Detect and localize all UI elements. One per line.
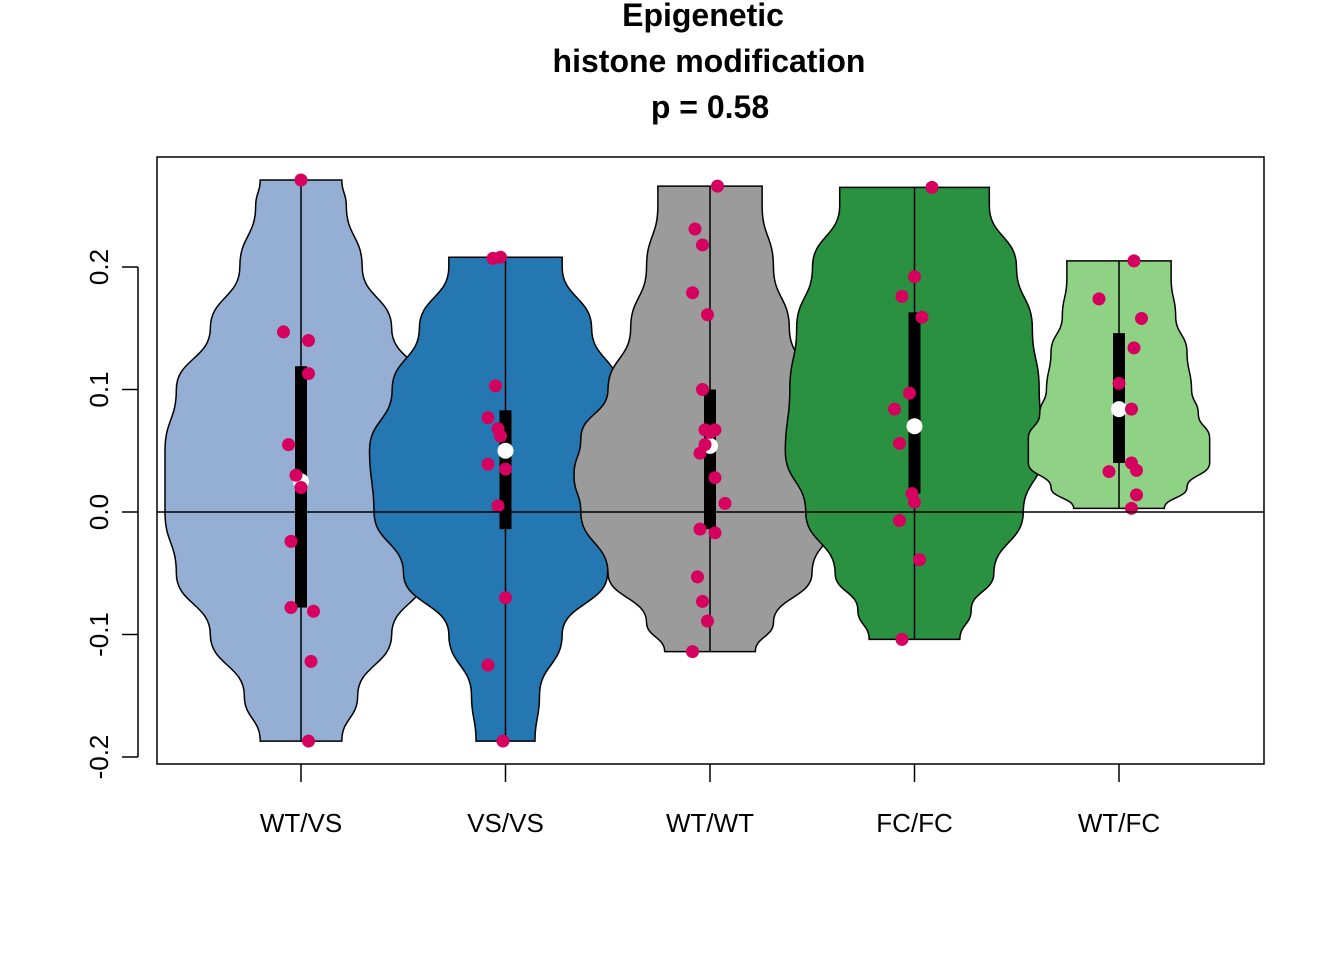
violin-group-vs-vs <box>368 250 643 748</box>
data-point <box>1092 292 1106 306</box>
violin-group-fc-fc <box>784 180 1045 646</box>
data-point <box>499 591 512 605</box>
violin-median <box>497 442 514 459</box>
data-point <box>302 734 315 748</box>
data-point <box>691 570 704 584</box>
data-point <box>289 468 303 482</box>
data-point <box>481 658 495 672</box>
data-point <box>903 386 916 400</box>
data-point <box>1125 402 1138 416</box>
data-point <box>491 499 505 513</box>
data-point <box>302 367 315 381</box>
data-point <box>701 308 714 322</box>
data-point <box>925 180 939 194</box>
data-point <box>294 173 308 187</box>
data-point <box>915 310 929 324</box>
data-point <box>686 286 699 300</box>
chart-title-line-1: Epigenetic <box>622 0 784 33</box>
data-point <box>294 481 308 494</box>
data-point <box>1127 254 1141 268</box>
data-point <box>277 325 290 339</box>
violin-iqr-box <box>908 312 921 494</box>
data-point <box>1112 376 1126 390</box>
data-point <box>481 411 495 425</box>
data-point <box>708 526 722 540</box>
data-point <box>893 436 906 450</box>
data-point <box>1130 488 1143 502</box>
data-point <box>1135 311 1148 325</box>
data-point <box>499 462 512 476</box>
data-point <box>888 402 901 416</box>
y-tick-label: -0.2 <box>84 735 114 780</box>
data-point <box>494 429 507 443</box>
chart-title-line-2: histone modification <box>553 43 866 79</box>
data-point <box>693 522 707 536</box>
data-point <box>701 614 714 628</box>
data-point <box>1125 501 1138 515</box>
data-point <box>304 654 318 668</box>
axes-layer: -0.2 -0.1 0.0 0.1 0.2 WT/VS VS/VS WT/WT FC/FC WT/… <box>84 249 1264 838</box>
violin-median <box>906 418 923 435</box>
data-point <box>284 601 298 615</box>
violin-iqr-box <box>704 389 716 530</box>
data-point <box>696 383 709 396</box>
y-tick-label: 0.2 <box>84 249 114 285</box>
data-point <box>908 270 921 284</box>
data-point <box>696 594 709 608</box>
violin-group-wt-wt <box>573 179 847 659</box>
data-point <box>913 553 926 567</box>
y-tick-label: -0.1 <box>84 612 114 657</box>
data-point <box>696 238 709 252</box>
data-point <box>489 379 502 393</box>
x-tick-label: WT/WT <box>666 808 754 838</box>
data-point <box>1130 463 1143 477</box>
data-point <box>893 514 906 528</box>
data-point <box>895 289 909 303</box>
data-point <box>307 604 320 618</box>
data-point <box>708 471 722 485</box>
chart-title-line-3: p = 0.58 <box>651 89 769 125</box>
data-point <box>481 457 495 471</box>
violin-median <box>1111 401 1127 418</box>
violin-layer <box>164 173 1211 748</box>
data-point <box>1127 341 1141 355</box>
violin-group-wt-fc <box>1027 254 1211 515</box>
x-tick-label: VS/VS <box>467 808 544 838</box>
data-point <box>895 632 909 646</box>
data-point <box>908 495 921 509</box>
data-point <box>282 438 295 452</box>
data-point <box>302 334 315 347</box>
violin-iqr-box <box>1113 333 1125 463</box>
data-point <box>718 496 732 510</box>
data-point <box>496 734 510 748</box>
y-tick-label: 0.0 <box>84 494 114 530</box>
data-point <box>284 534 298 548</box>
x-tick-label: FC/FC <box>876 808 953 838</box>
x-tick-label: WT/FC <box>1078 808 1160 838</box>
data-point <box>693 446 707 460</box>
data-point <box>708 423 722 437</box>
data-point <box>686 645 699 659</box>
data-point <box>688 222 702 236</box>
x-tick-label: WT/VS <box>260 808 342 838</box>
data-point <box>494 250 507 264</box>
data-point <box>1102 465 1116 479</box>
y-tick-label: 0.1 <box>84 371 114 407</box>
plot-border <box>156 156 1265 765</box>
data-point <box>711 179 724 193</box>
violin-group-wt-vs <box>164 173 438 748</box>
